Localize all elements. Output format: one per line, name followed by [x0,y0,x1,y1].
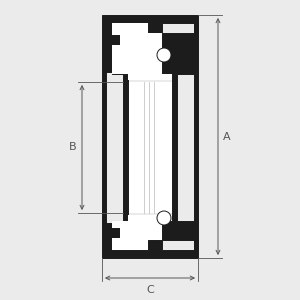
Polygon shape [194,23,198,250]
Text: C: C [146,285,154,295]
Polygon shape [102,15,198,33]
Polygon shape [162,213,198,250]
Polygon shape [172,82,177,213]
Polygon shape [162,23,198,82]
Polygon shape [102,23,128,82]
Polygon shape [102,213,128,250]
Text: B: B [69,142,77,152]
Polygon shape [112,215,172,250]
Circle shape [157,48,171,62]
Polygon shape [102,23,106,250]
Bar [128,82,172,213]
Polygon shape [112,23,172,80]
Polygon shape [102,240,198,258]
Text: A: A [223,131,231,142]
Polygon shape [123,82,128,213]
Circle shape [157,211,171,225]
